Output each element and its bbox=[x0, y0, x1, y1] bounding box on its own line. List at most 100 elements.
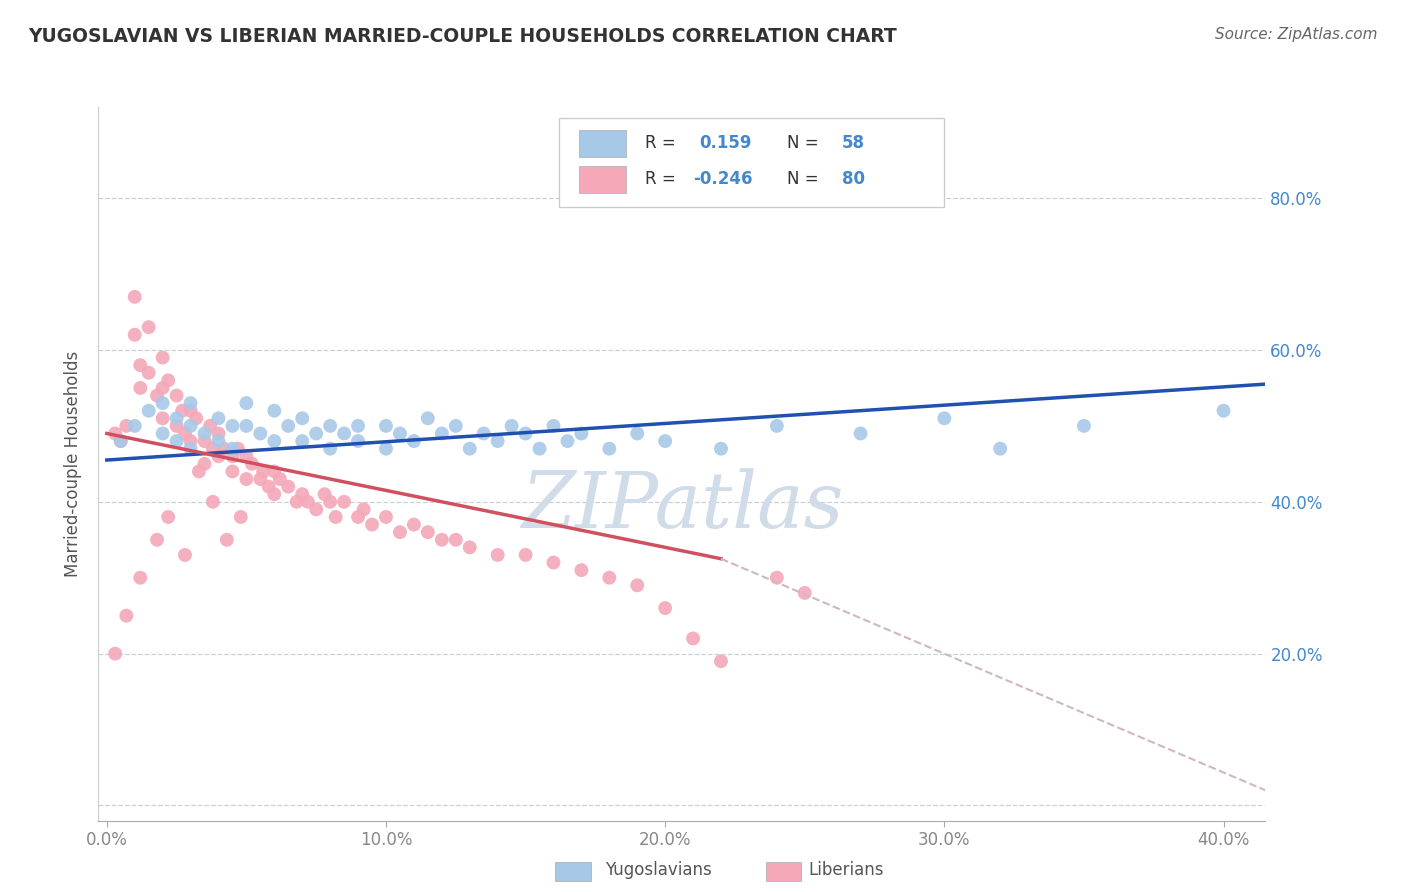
Point bbox=[571, 426, 593, 441]
Point bbox=[226, 442, 249, 456]
Point bbox=[129, 381, 152, 395]
Point bbox=[187, 465, 209, 479]
Point bbox=[249, 426, 271, 441]
Point bbox=[229, 510, 252, 524]
Point bbox=[766, 571, 789, 585]
Point bbox=[319, 495, 342, 509]
Point bbox=[146, 388, 169, 402]
Point bbox=[180, 434, 202, 448]
Point bbox=[375, 442, 398, 456]
Point bbox=[207, 426, 229, 441]
Point bbox=[285, 495, 308, 509]
Point bbox=[297, 495, 319, 509]
Point bbox=[201, 442, 224, 456]
Point bbox=[174, 426, 197, 441]
Point bbox=[166, 411, 188, 425]
Bar bbox=[579, 130, 626, 157]
Point bbox=[458, 541, 481, 555]
Point bbox=[388, 426, 411, 441]
Point bbox=[138, 403, 160, 417]
Text: YUGOSLAVIAN VS LIBERIAN MARRIED-COUPLE HOUSEHOLDS CORRELATION CHART: YUGOSLAVIAN VS LIBERIAN MARRIED-COUPLE H… bbox=[28, 27, 897, 45]
Point bbox=[138, 366, 160, 380]
Text: 0.159: 0.159 bbox=[699, 135, 752, 153]
Point bbox=[115, 418, 138, 433]
Point bbox=[626, 578, 648, 592]
Point bbox=[543, 418, 565, 433]
Point bbox=[212, 442, 235, 456]
Point bbox=[766, 418, 789, 433]
Point bbox=[207, 411, 229, 425]
Point bbox=[152, 426, 174, 441]
Point bbox=[375, 510, 398, 524]
Point bbox=[543, 556, 565, 570]
Point bbox=[291, 434, 314, 448]
Point bbox=[458, 442, 481, 456]
Point bbox=[157, 373, 180, 387]
Point bbox=[166, 418, 188, 433]
Point bbox=[934, 411, 956, 425]
Point bbox=[353, 502, 375, 516]
Point bbox=[221, 465, 243, 479]
Point bbox=[235, 449, 257, 463]
Text: Source: ZipAtlas.com: Source: ZipAtlas.com bbox=[1215, 27, 1378, 42]
Point bbox=[710, 654, 733, 668]
Point bbox=[444, 418, 467, 433]
Point bbox=[198, 418, 221, 433]
Point bbox=[444, 533, 467, 547]
Point bbox=[207, 434, 229, 448]
Bar bbox=[579, 166, 626, 193]
Point bbox=[184, 411, 207, 425]
Point bbox=[486, 434, 509, 448]
Point bbox=[430, 426, 453, 441]
Point bbox=[654, 434, 676, 448]
Point bbox=[193, 434, 215, 448]
Text: -0.246: -0.246 bbox=[693, 170, 754, 188]
Point bbox=[501, 418, 523, 433]
Point bbox=[110, 434, 132, 448]
Point bbox=[416, 411, 439, 425]
Point bbox=[180, 403, 202, 417]
Point bbox=[124, 290, 146, 304]
Point bbox=[557, 434, 579, 448]
Point bbox=[626, 426, 648, 441]
Text: 58: 58 bbox=[842, 135, 865, 153]
Point bbox=[291, 487, 314, 501]
Point bbox=[347, 418, 370, 433]
Point bbox=[235, 472, 257, 486]
Point bbox=[515, 426, 537, 441]
Point bbox=[146, 533, 169, 547]
Point bbox=[193, 426, 215, 441]
Point bbox=[172, 403, 194, 417]
Point bbox=[319, 418, 342, 433]
Point bbox=[174, 548, 197, 562]
Point bbox=[235, 418, 257, 433]
Point bbox=[347, 434, 370, 448]
Point bbox=[180, 442, 202, 456]
Point bbox=[193, 457, 215, 471]
Point bbox=[486, 548, 509, 562]
Point bbox=[402, 434, 425, 448]
Point bbox=[430, 533, 453, 547]
Point bbox=[416, 525, 439, 540]
Point bbox=[325, 510, 347, 524]
Point bbox=[710, 442, 733, 456]
Point bbox=[291, 411, 314, 425]
Point bbox=[152, 396, 174, 410]
Point bbox=[166, 434, 188, 448]
Point bbox=[129, 571, 152, 585]
Point bbox=[263, 434, 285, 448]
Point bbox=[1212, 403, 1234, 417]
Point bbox=[1268, 418, 1291, 433]
Point bbox=[319, 442, 342, 456]
Point bbox=[201, 495, 224, 509]
Y-axis label: Married-couple Households: Married-couple Households bbox=[65, 351, 83, 577]
Point bbox=[240, 457, 263, 471]
Point bbox=[235, 396, 257, 410]
Point bbox=[682, 632, 704, 646]
Point bbox=[598, 442, 620, 456]
Point bbox=[221, 418, 243, 433]
Point bbox=[249, 472, 271, 486]
Point bbox=[361, 517, 384, 532]
Point bbox=[104, 426, 127, 441]
FancyBboxPatch shape bbox=[560, 118, 945, 207]
